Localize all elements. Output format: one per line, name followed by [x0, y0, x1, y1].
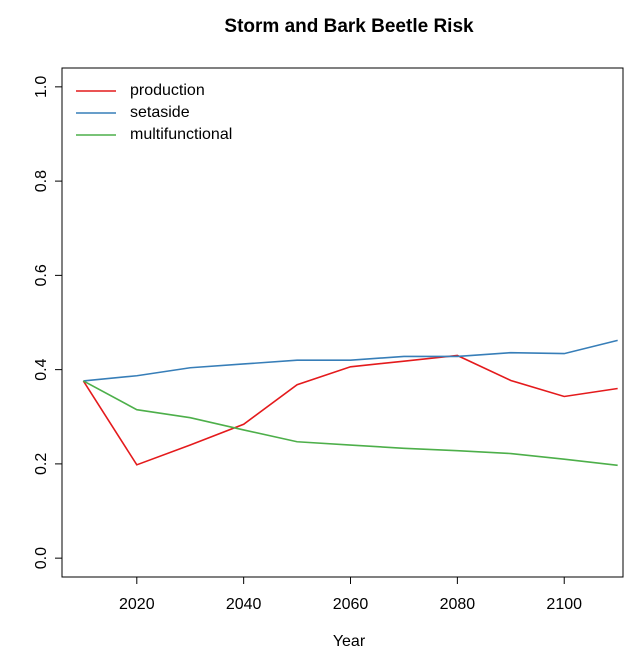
line-series [82, 354, 618, 466]
y-tick-label: 0.6 [33, 264, 50, 286]
y-tick-label: 0.2 [33, 453, 50, 475]
chart-title: Storm and Bark Beetle Risk [224, 16, 474, 37]
legend-label: multifunctional [130, 126, 232, 143]
y-tick-label: 0.4 [33, 358, 50, 380]
line-series [83, 339, 618, 382]
line-series [82, 380, 618, 467]
legend-label: production [130, 82, 205, 99]
plot-frame [61, 67, 624, 578]
x-tick-label: 2060 [333, 596, 369, 613]
x-tick-label: 2040 [226, 596, 262, 613]
y-tick-label: 1.0 [33, 76, 50, 98]
x-axis-label: Year [333, 633, 366, 650]
y-tick-label: 0.0 [33, 547, 50, 569]
y-tick-label: 0.8 [33, 170, 50, 192]
x-tick-label: 2020 [119, 596, 155, 613]
legend-label: setaside [130, 104, 190, 121]
x-tick-label: 2100 [546, 596, 582, 613]
x-tick-label: 2080 [440, 596, 476, 613]
